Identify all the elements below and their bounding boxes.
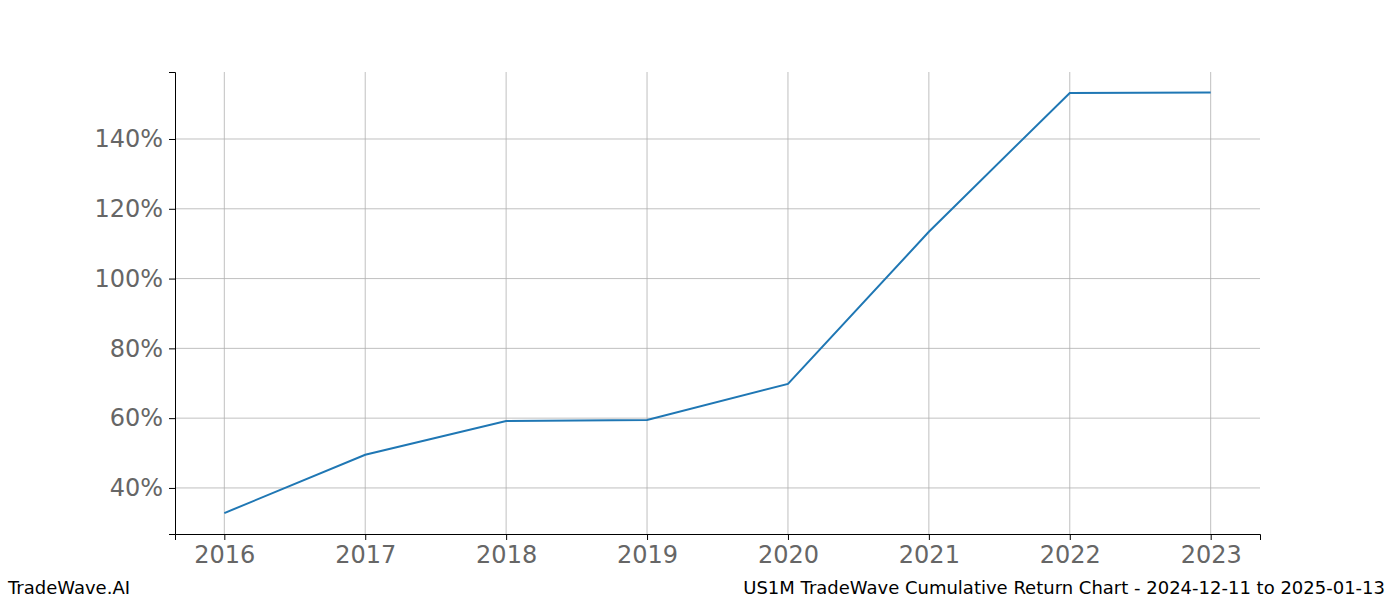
grid-line — [175, 418, 1260, 419]
tick: 2020 — [758, 534, 819, 569]
tick: 100% — [94, 265, 175, 293]
grid-line — [928, 72, 929, 534]
tick: 2021 — [899, 534, 960, 569]
axis-line — [169, 73, 176, 535]
y-axis: 40% 60% 80% 100% 120% 140% — [94, 73, 175, 535]
grid-line — [506, 72, 507, 534]
tick: 2022 — [1040, 534, 1101, 569]
tick-mark — [169, 488, 175, 489]
tick: 2019 — [617, 534, 678, 569]
grid-line — [175, 208, 1260, 209]
plot-area — [224, 93, 1210, 513]
tick-mark — [169, 209, 175, 210]
tick: 2023 — [1181, 534, 1242, 569]
grid-line — [647, 72, 648, 534]
tick-mark — [224, 534, 225, 540]
grid-line — [175, 348, 1260, 349]
tick-label: 2016 — [194, 541, 255, 569]
watermark: TradeWave.AI — [7, 577, 130, 598]
tick-mark — [169, 418, 175, 419]
tick: 2016 — [194, 534, 255, 569]
tick-mark — [929, 534, 930, 540]
tick-label: 2017 — [335, 541, 396, 569]
grid-line — [175, 487, 1260, 488]
grid-line — [787, 72, 788, 534]
tick-label: 2018 — [476, 541, 537, 569]
axis-line — [176, 535, 1261, 541]
tick-label: 80% — [110, 335, 163, 363]
tick: 80% — [110, 335, 175, 363]
tick-mark — [365, 534, 366, 540]
tick: 2018 — [476, 534, 537, 569]
tick-label: 2019 — [617, 541, 678, 569]
tick-label: 120% — [94, 195, 163, 223]
tick: 140% — [94, 125, 175, 153]
tick-mark — [788, 534, 789, 540]
grid-line — [224, 72, 225, 534]
grid-line — [175, 138, 1260, 139]
tick: 120% — [94, 195, 175, 223]
tick-label: 100% — [94, 265, 163, 293]
title: US1M TradeWave Cumulative Return Chart -… — [743, 577, 1385, 598]
tick: 40% — [110, 474, 175, 502]
tick-label: 2022 — [1040, 541, 1101, 569]
tick-label: 60% — [110, 404, 163, 432]
x-axis: 2016 2017 2018 2019 2020 2021 2022 2023 — [176, 534, 1261, 569]
tick-label: 2023 — [1181, 541, 1242, 569]
tick-label: 2020 — [758, 541, 819, 569]
grid-line — [1069, 72, 1070, 534]
grid — [175, 72, 1260, 534]
tick: 60% — [110, 404, 175, 432]
tick-mark — [1211, 534, 1212, 540]
tick-mark — [506, 534, 507, 540]
tick-mark — [1070, 534, 1071, 540]
chart: 2016 2017 2018 2019 2020 2021 2022 2023 40% 60% 80… — [0, 0, 1400, 600]
tick-mark — [169, 348, 175, 349]
tick-mark — [647, 534, 648, 540]
tick-label: 2021 — [899, 541, 960, 569]
tick-mark — [169, 279, 175, 280]
tick-label: 40% — [110, 474, 163, 502]
line — [224, 93, 1210, 513]
grid-line — [365, 72, 366, 534]
tick: 2017 — [335, 534, 396, 569]
tick-mark — [169, 139, 175, 140]
grid-line — [1210, 72, 1211, 534]
grid-line — [175, 278, 1260, 279]
tick-label: 140% — [94, 125, 163, 153]
